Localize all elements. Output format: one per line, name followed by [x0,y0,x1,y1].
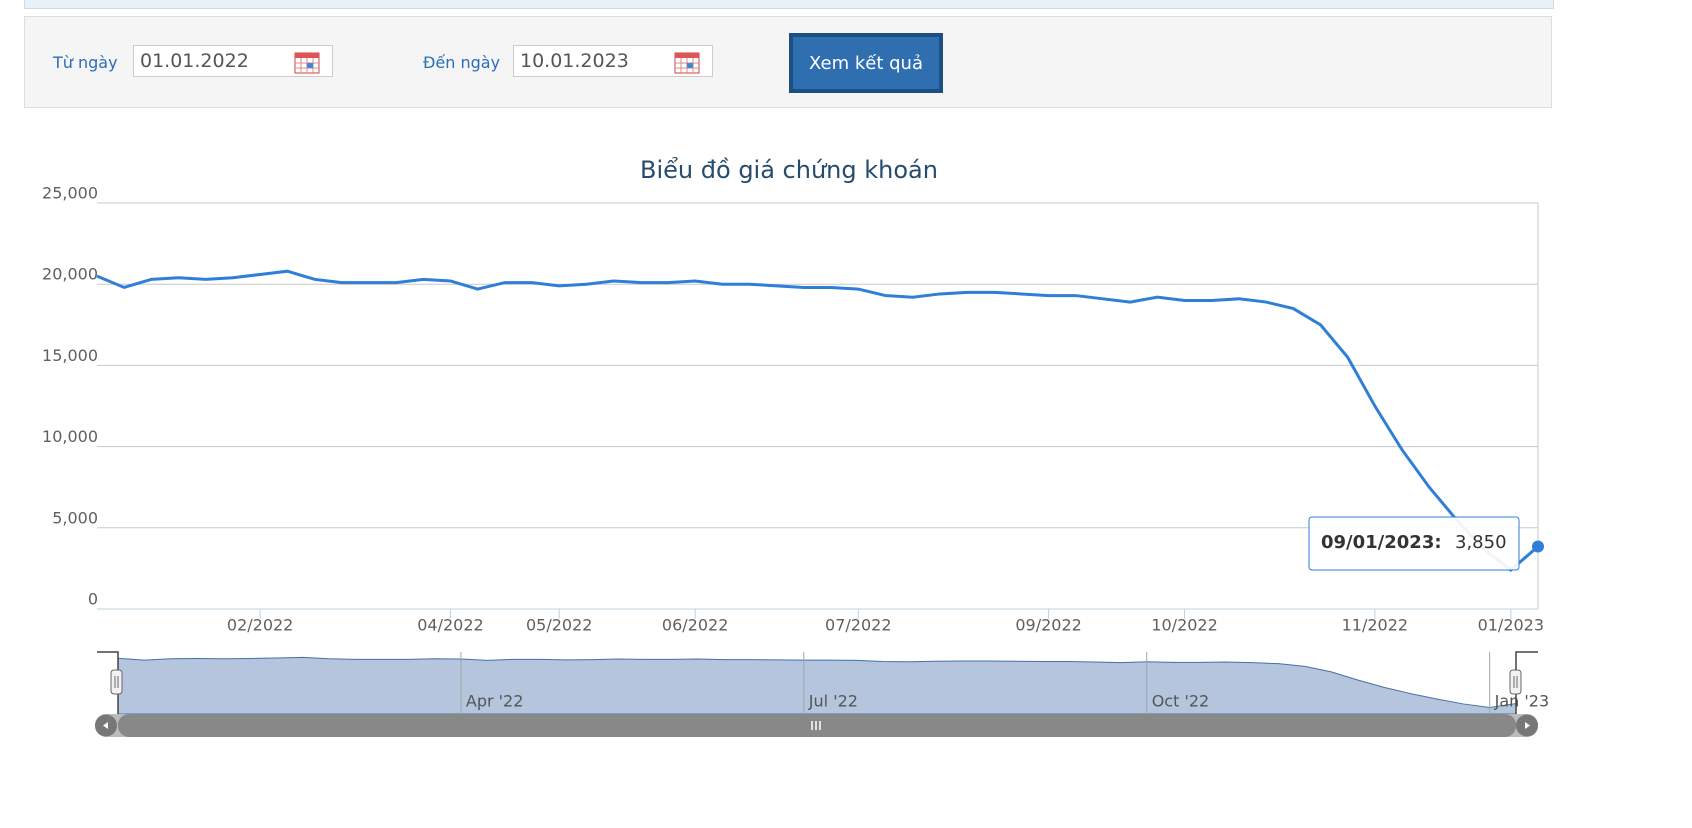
x-tick-label: 09/2022 [1015,616,1081,635]
y-tick-label: 25,000 [42,184,98,203]
x-tick-label: 05/2022 [526,616,592,635]
navigator-tick-label: Jan '23 [1494,692,1550,711]
y-tick-label: 0 [88,590,98,609]
scrollbar-grip [811,721,821,730]
x-tick-label: 10/2022 [1151,616,1217,635]
y-tick-label: 10,000 [42,427,98,446]
x-tick-label: 02/2022 [227,616,293,635]
grid: 0 5,000 10,000 15,000 20,000 25,000 02/2022 04/… [42,184,1544,635]
x-tick-label: 01/2023 [1478,616,1544,635]
top-strip [24,0,1554,9]
price-line [96,269,1539,572]
to-value: 10.01.2023 [520,50,629,72]
hover-point [1532,540,1544,553]
plot: Apr '22 Jul '22 Oct '22 Jan '23 [96,269,1550,715]
tooltip: 09/01/2023: 3,850 [1308,516,1520,571]
tooltip-value: 3,850 [1455,532,1507,553]
navigator-tick-label: Jul '22 [808,692,858,711]
to-label: Đến ngày [423,53,501,72]
from-input[interactable]: 01.01.2022 [133,45,333,77]
chart-title: Biểu đồ giá chứng khoán [640,156,938,184]
calendar-icon[interactable] [294,50,320,74]
navigator-area [117,656,1517,715]
calendar-icon[interactable] [674,50,700,74]
tooltip-box [1308,516,1520,571]
y-tick-label: 20,000 [42,265,98,284]
y-tick-label: 15,000 [42,346,98,365]
navigator-tick-label: Apr '22 [466,692,524,711]
submit-button[interactable]: Xem kết quả [789,33,943,93]
x-tick-label: 07/2022 [825,616,891,635]
x-tick-label: 11/2022 [1342,616,1408,635]
tooltip-date: 09/01/2023: [1321,532,1442,553]
x-tick-label: 04/2022 [417,616,483,635]
x-tick-label: 06/2022 [662,616,728,635]
arrow-left [103,722,108,729]
navigator-handle[interactable] [110,669,123,695]
navigator-handle[interactable] [1509,669,1522,695]
y-tick-label: 5,000 [52,508,98,527]
from-label: Từ ngày [53,53,118,72]
scrollbar-thumb[interactable] [118,714,1516,737]
navigator-tick-label: Oct '22 [1152,692,1210,711]
arrow-right [1525,722,1530,729]
to-input[interactable]: 10.01.2023 [513,45,713,77]
from-value: 01.01.2022 [140,50,249,72]
